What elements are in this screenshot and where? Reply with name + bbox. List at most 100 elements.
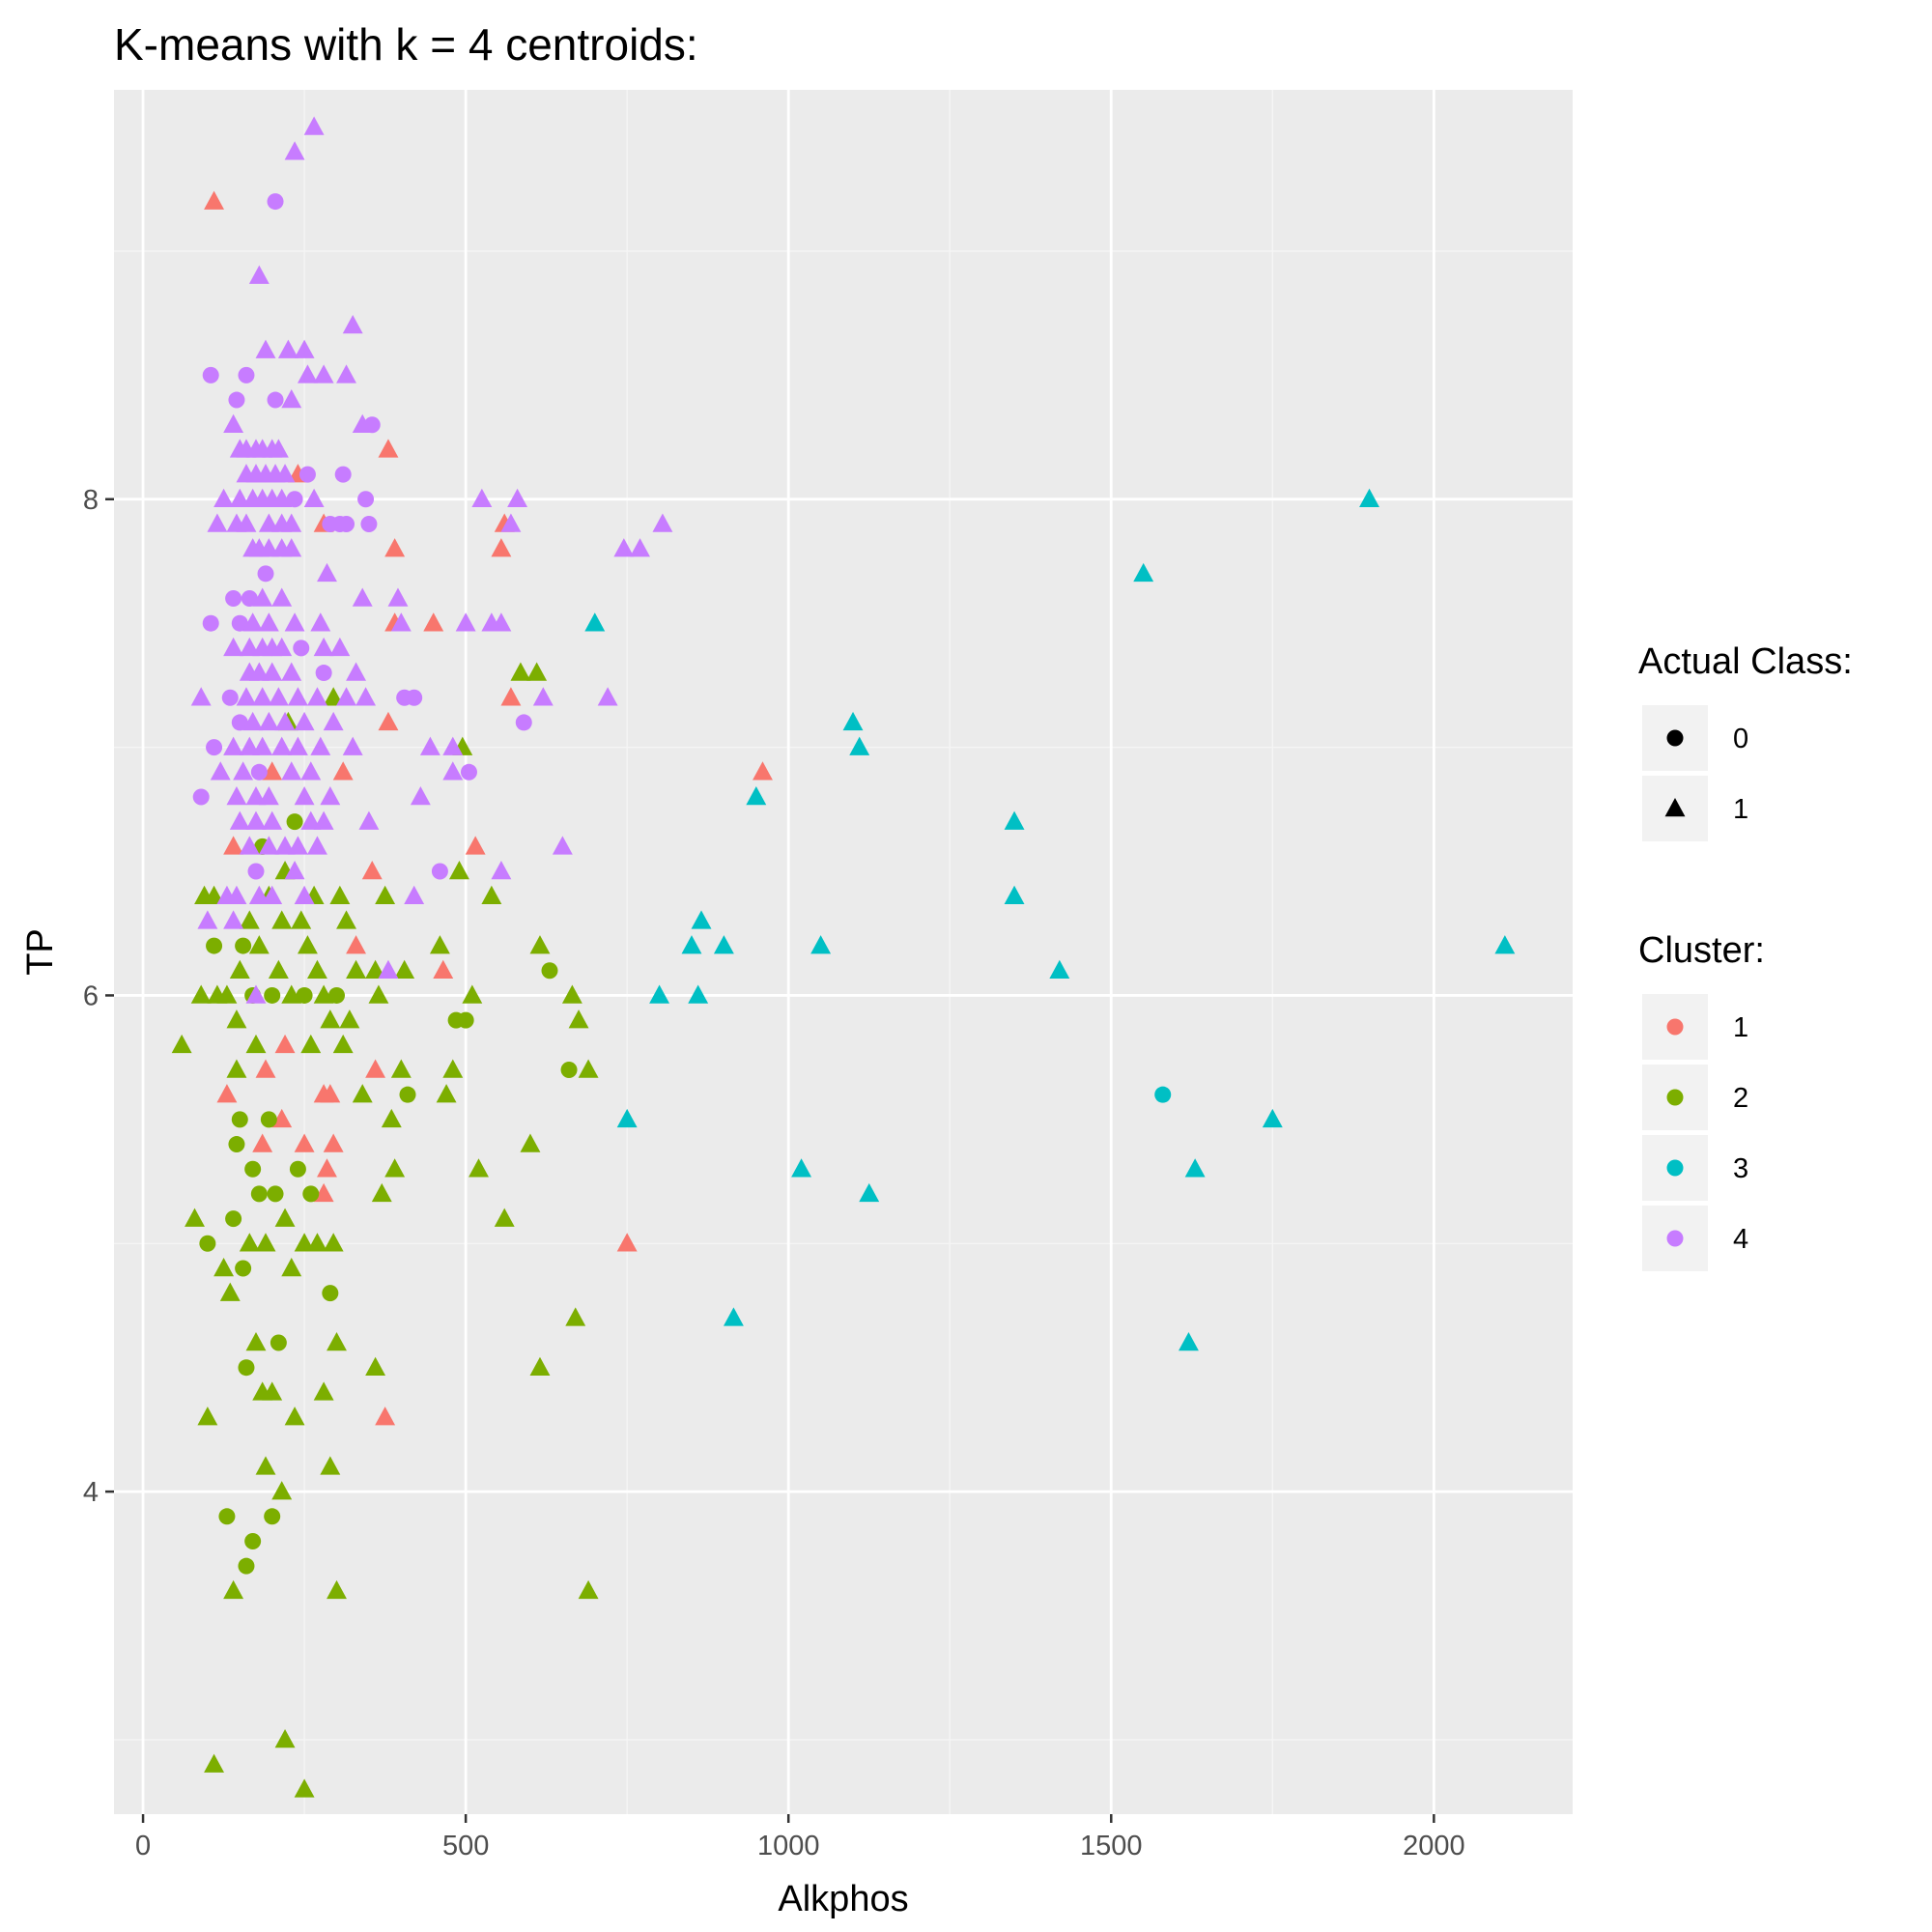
point-cluster-4-class-1 [336,364,356,384]
point-cluster-4-class-1 [252,687,273,706]
point-cluster-1-class-1 [433,959,454,980]
y-tick-label: 8 [83,485,99,516]
point-cluster-2-class-0 [289,1160,306,1178]
point-cluster-4-class-1 [226,785,247,806]
point-cluster-4-class-1 [342,736,363,755]
point-cluster-4-class-1 [630,538,650,557]
point-cluster-2-class-1 [190,984,212,1004]
point-cluster-2-class-1 [327,1332,347,1351]
point-cluster-2-class-0 [541,962,558,980]
point-cluster-2-class-0 [457,1011,474,1029]
point-cluster-4-class-0 [228,391,245,409]
point-cluster-4-class-0 [267,391,284,409]
point-cluster-1-class-1 [346,935,367,954]
point-cluster-2-class-1 [323,687,344,706]
point-cluster-3-class-1 [691,910,712,929]
point-cluster-3-class-1 [1262,1108,1283,1128]
point-cluster-4-class-1 [229,488,250,508]
point-cluster-2-class-1 [239,1233,260,1252]
grid-lines [114,90,1573,1814]
point-cluster-4-class-1 [491,861,512,880]
point-cluster-4-class-1 [287,736,308,755]
point-cluster-4-class-1 [281,389,302,409]
point-cluster-4-class-1 [320,785,341,806]
plot-panel [114,90,1573,1814]
shape-legend-keys: 01 [1642,705,1748,841]
point-cluster-2-class-1 [568,1009,589,1029]
point-cluster-4-class-1 [336,687,356,706]
point-cluster-2-class-1 [436,1084,457,1103]
point-cluster-2-class-1 [365,1356,386,1376]
point-cluster-4-class-0 [257,565,274,582]
point-cluster-4-class-1 [271,637,293,657]
point-cluster-2-class-1 [197,1406,218,1426]
point-cluster-2-class-1 [313,1381,334,1401]
point-cluster-4-class-0 [221,689,239,706]
point-cluster-2-class-1 [239,910,260,929]
point-cluster-4-class-1 [258,836,279,855]
point-cluster-2-class-1 [300,1034,322,1054]
point-cluster-4-class-1 [258,612,279,632]
point-cluster-1-class-1 [274,1034,296,1054]
point-cluster-4-class-1 [255,339,276,358]
point-cluster-3-class-1 [584,612,606,632]
color-legend-keys: 1 2 3 4 [1642,994,1748,1271]
point-cluster-3-class-1 [1184,1158,1206,1178]
point-cluster-4-class-0 [315,665,332,682]
point-cluster-2-class-0 [260,1111,277,1128]
point-cluster-2-class-1 [297,935,318,954]
point-cluster-1-class-1 [294,1133,315,1152]
point-cluster-2-class-1 [371,1182,392,1203]
legend-key-triangle [1664,798,1686,817]
point-cluster-4-class-1 [307,836,327,855]
point-cluster-4-class-1 [352,587,373,607]
x-tick-label: 1000 [757,1831,820,1861]
point-cluster-2-class-1 [226,1009,247,1029]
point-cluster-3-class-1 [842,711,864,731]
legend-key-circle [1666,729,1684,747]
point-cluster-4-class-1 [245,810,267,830]
point-cluster-4-class-0 [231,714,248,731]
point-cluster-4-class-0 [460,763,477,781]
legend-key-swatch [1666,1230,1684,1247]
point-cluster-3-class-1 [791,1158,812,1178]
point-cluster-1-class-1 [500,687,522,706]
point-cluster-2-class-1 [284,1406,305,1426]
point-cluster-3-class-1 [688,984,709,1004]
point-cluster-4-class-1 [442,736,464,755]
point-cluster-1-class-1 [320,1084,341,1103]
point-cluster-4-class-1 [342,314,363,334]
legend-title-actual-class: Actual Class: [1638,641,1853,682]
legend-label-cluster-4: 4 [1733,1224,1748,1255]
point-cluster-4-class-1 [471,488,493,508]
point-cluster-3-class-1 [713,935,734,954]
point-cluster-2-class-1 [520,1133,541,1152]
point-cluster-2-class-1 [339,1009,360,1029]
point-cluster-2-class-1 [561,984,582,1004]
point-cluster-3-class-1 [849,736,870,755]
point-cluster-4-class-1 [242,612,264,632]
point-cluster-2-class-1 [204,885,225,904]
point-cluster-1-class-1 [365,1059,386,1078]
point-cluster-3-class-1 [859,1182,880,1203]
point-cluster-2-class-0 [250,1185,268,1203]
point-cluster-4-class-1 [507,488,528,508]
point-cluster-1-class-1 [223,836,244,855]
point-cluster-4-class-1 [223,736,244,755]
point-cluster-2-class-1 [365,959,386,980]
point-cluster-4-class-0 [192,788,210,806]
point-cluster-2-class-1 [255,1456,276,1475]
point-cluster-2-class-1 [313,984,334,1004]
point-cluster-2-class-1 [529,935,551,954]
point-cluster-2-class-0 [244,1532,262,1549]
point-cluster-4-class-1 [281,761,302,781]
point-cluster-4-class-1 [190,687,212,706]
point-cluster-2-class-0 [267,1185,284,1203]
point-cluster-1-class-1 [252,1133,273,1152]
x-tick-label: 500 [442,1831,489,1861]
point-cluster-2-class-1 [255,1233,276,1252]
point-cluster-2-class-1 [226,1059,247,1078]
point-cluster-2-class-0 [296,986,313,1004]
